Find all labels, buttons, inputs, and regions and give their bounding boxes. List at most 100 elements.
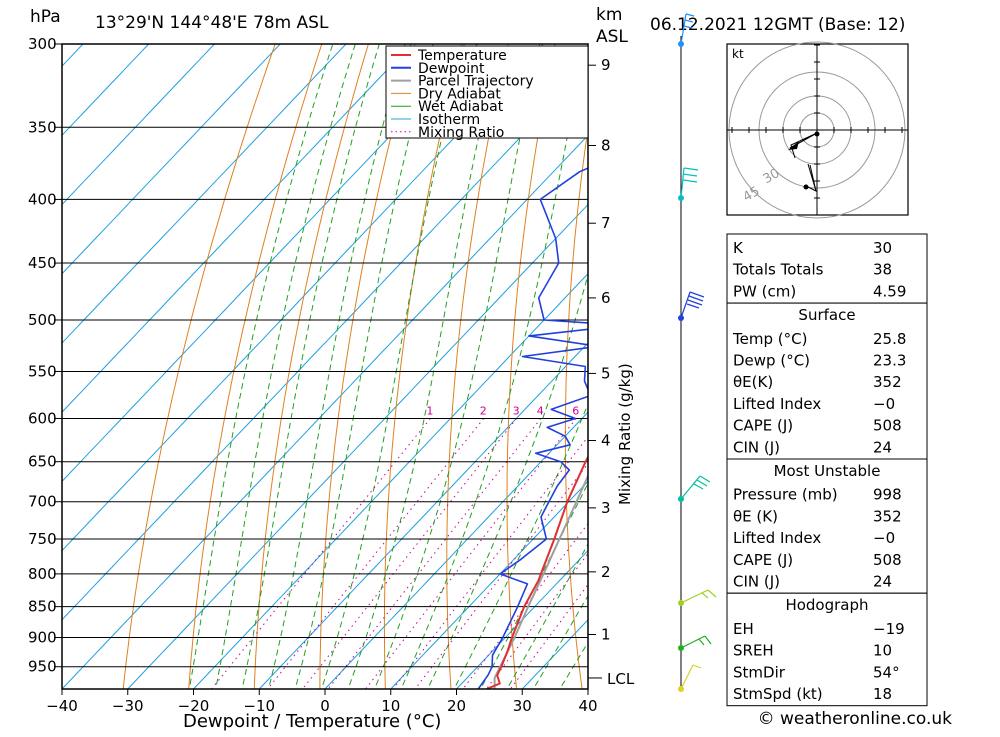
mixing-ratio-line: [393, 419, 602, 690]
km-tick-label: 4: [601, 432, 611, 450]
datetime-label: 06.12.2021 12GMT (Base: 12): [650, 15, 905, 35]
dry-adiabat-line: [677, 44, 714, 689]
pressure-tick-label: 950: [28, 658, 57, 676]
pressure-tick-label: 350: [28, 118, 57, 136]
hodograph-point: [815, 132, 820, 137]
mixing-ratio-line: [366, 419, 577, 690]
most-unstable-row-value: 508: [873, 551, 902, 569]
pressure-tick-label: 600: [28, 409, 57, 427]
km-tick-label: 7: [601, 214, 611, 232]
pressure-tick-label: 700: [28, 493, 57, 511]
surface-row-value: 25.8: [873, 330, 906, 348]
hodograph-table-row-value: −19: [873, 620, 905, 638]
wind-barb: [681, 292, 704, 318]
mixing-ratio-label: 20: [686, 404, 700, 417]
site-credit: © weatheronline.co.uk: [758, 709, 952, 729]
height-unit-km: km: [596, 5, 622, 25]
surface-row-label: Dewp (°C): [733, 352, 810, 370]
most-unstable-row-label: Lifted Index: [733, 529, 821, 547]
pressure-tick-label: 650: [28, 453, 57, 471]
mixing-ratio-label: 4: [537, 404, 544, 417]
wet-adiabat-line: [346, 44, 499, 694]
isotherm-line: [0, 44, 149, 689]
pressure-tick-label: 900: [28, 629, 57, 647]
wet-adiabat-line: [241, 44, 379, 694]
surface-row-value: 23.3: [873, 352, 906, 370]
x-tick-label: 20: [447, 697, 466, 715]
hodograph-table-row-value: 54°: [873, 663, 900, 681]
lcl-label: LCL: [607, 670, 635, 688]
most-unstable-row-value: 24: [873, 573, 892, 591]
indices-row-label: Totals Totals: [732, 261, 824, 279]
hodograph-table-row-label: EH: [733, 620, 754, 638]
wet-adiabat-line: [399, 44, 586, 694]
isotherm-line: [0, 44, 609, 689]
most-unstable-title: Most Unstable: [774, 462, 881, 480]
dewpoint-line: [478, 44, 711, 689]
hodograph-table-row-value: 18: [873, 685, 892, 703]
dry-adiabat-line: [123, 44, 275, 689]
most-unstable-row-value: 998: [873, 486, 902, 504]
hodograph-table-row-label: StmDir: [733, 663, 786, 681]
most-unstable-row-value: 352: [873, 507, 902, 525]
x-tick-label: 30: [513, 697, 532, 715]
wind-barb: [681, 168, 698, 198]
surface-row-value: 508: [873, 417, 902, 435]
indices-row-label: K: [733, 239, 744, 257]
pressure-unit: hPa: [30, 7, 61, 27]
mixing-ratio-label: 6: [572, 404, 579, 417]
x-tick-label: −30: [112, 697, 144, 715]
km-tick-label: 3: [601, 499, 611, 517]
surface-row-value: −0: [873, 395, 895, 413]
surface-row-label: CAPE (J): [733, 417, 793, 435]
hodograph-table-title: Hodograph: [785, 596, 868, 614]
most-unstable-row-label: CIN (J): [733, 573, 780, 591]
hodograph: kt 30 45: [727, 42, 908, 218]
mixing-ratio-label: 25: [709, 404, 723, 417]
hodograph-table-row-label: StmSpd (kt): [733, 685, 823, 703]
pressure-tick-label: 750: [28, 530, 57, 548]
km-tick-label: 8: [601, 136, 611, 154]
km-tick-label: 2: [601, 563, 611, 581]
indices-row-label: PW (cm): [733, 282, 796, 300]
legend-entry: Mixing Ratio: [418, 125, 504, 141]
mixing-ratio-label: 3: [513, 404, 520, 417]
surface-row-label: Lifted Index: [733, 395, 821, 413]
x-tick-label: −40: [46, 697, 78, 715]
isotherm-line: [0, 44, 477, 689]
km-tick-label: 5: [601, 364, 611, 382]
location-label: 13°29'N 144°48'E 78m ASL: [95, 13, 329, 33]
mixing-ratio-label: 2: [480, 404, 487, 417]
x-axis-label: Dewpoint / Temperature (°C): [183, 711, 441, 732]
mixing-ratio-axis-label: Mixing Ratio (g/kg): [616, 363, 634, 505]
wind-barb: [681, 590, 716, 603]
height-unit-asl: ASL: [596, 27, 628, 47]
pressure-tick-label: 450: [28, 254, 57, 272]
mixing-ratio-label: 1: [426, 404, 433, 417]
hodograph-table-row-label: SREH: [733, 642, 774, 660]
x-tick-label: 40: [578, 697, 597, 715]
most-unstable-row-label: θE (K): [733, 507, 778, 525]
surface-row-label: Temp (°C): [732, 330, 807, 348]
km-tick-label: 9: [601, 56, 611, 74]
pressure-tick-label: 300: [28, 35, 57, 53]
km-tick-label: 1: [601, 626, 611, 644]
wind-barb: [681, 636, 711, 648]
wet-adiabat-line: [451, 44, 700, 694]
mixing-ratio-label: 8: [598, 404, 605, 417]
pressure-tick-label: 500: [28, 311, 57, 329]
wind-profile: [678, 14, 716, 692]
dry-adiabat-line: [974, 44, 1000, 689]
indices-row-value: 38: [873, 261, 892, 279]
pressure-tick-label: 800: [28, 565, 57, 583]
surface-row-value: 24: [873, 438, 892, 456]
wind-barb: [681, 665, 701, 689]
mixing-ratio-label: 16: [664, 404, 678, 417]
dry-adiabat-line: [928, 44, 1000, 689]
surface-row-label: θE(K): [733, 373, 773, 391]
mixing-ratio-line: [212, 419, 431, 690]
most-unstable-row-label: CAPE (J): [733, 551, 793, 569]
hodograph-point: [804, 185, 809, 190]
